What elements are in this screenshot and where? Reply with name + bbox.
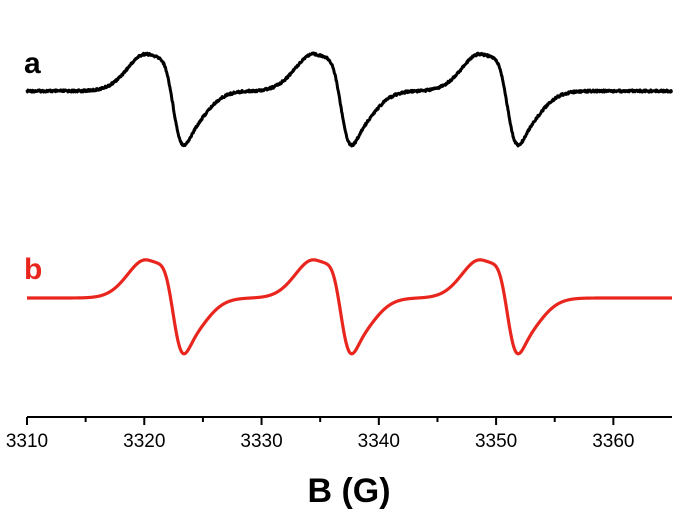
x-tick-label: 3320 (123, 431, 165, 452)
series-line-a (25, 51, 674, 148)
series-layer (25, 51, 674, 356)
x-tick-label: 3340 (358, 431, 400, 452)
series-label-a: a (24, 47, 41, 80)
x-tick-label: 3350 (475, 431, 517, 452)
x-ticks: 3310 3320 3330 3340 3350 3360 (6, 417, 635, 452)
x-tick-label: 3310 (6, 431, 48, 452)
x-tick-label: 3360 (592, 431, 634, 452)
x-tick-label: 3330 (240, 431, 282, 452)
series-label-b: b (24, 253, 42, 286)
x-axis-title: B (G) (307, 472, 390, 510)
series-line-b (25, 258, 674, 356)
